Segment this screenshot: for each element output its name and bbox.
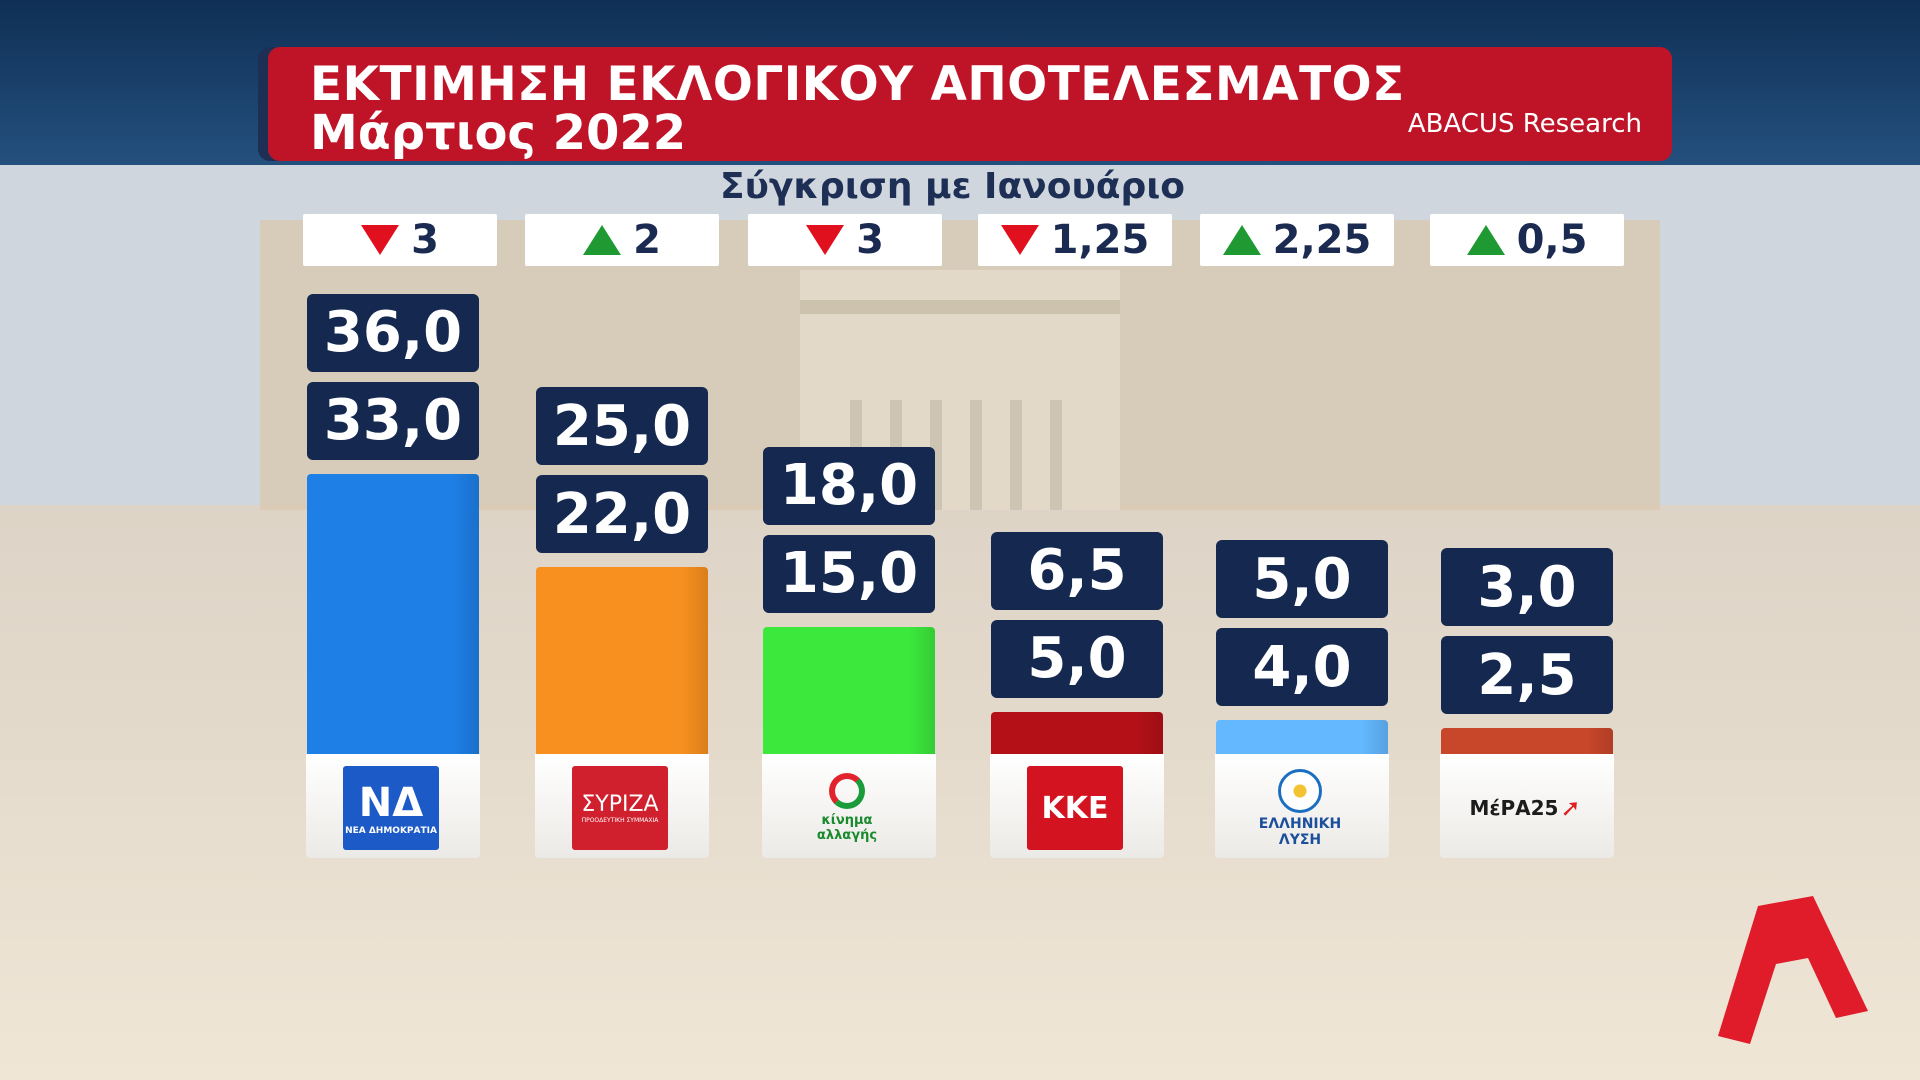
subtitle: Σύγκριση με Ιανουάριο <box>720 166 1186 207</box>
change-value: 2 <box>633 217 661 263</box>
value-label-current: 33,0 <box>307 381 479 460</box>
bar-2 <box>763 626 935 754</box>
elliniki-lysi-logo: ΕΛΛΗΝΙΚΗ ΛΥΣΗ <box>1252 766 1348 850</box>
bar-3 <box>991 711 1163 754</box>
arrow-down-icon <box>1000 225 1039 255</box>
value-label-current: 5,0 <box>991 619 1163 698</box>
party-base: ΚΚΕ <box>990 754 1164 858</box>
title-line1: ΕΚΤΙΜΗΣΗ ΕΚΛΟΓΙΚΟΥ ΑΠΟΤΕΛΕΣΜΑΤΟΣ <box>310 57 1405 112</box>
party-base: ΕΛΛΗΝΙΚΗ ΛΥΣΗ <box>1215 754 1389 858</box>
change-badge: 1,25 <box>978 214 1172 266</box>
change-value: 0,5 <box>1516 217 1588 263</box>
arrow-down-icon <box>806 225 845 255</box>
compass-icon <box>1278 768 1322 813</box>
logo-text: ΣΥΡΙΖΑ <box>581 792 659 817</box>
change-badge: 2 <box>525 214 719 266</box>
logo-subtext: ΝΕΑ ΔΗΜΟΚΡΑΤΙΑ <box>345 826 437 836</box>
value-label-current: 15,0 <box>763 534 935 613</box>
change-value: 2,25 <box>1272 217 1372 263</box>
value-label-previous: 5,0 <box>1216 540 1388 618</box>
party-base: ΣΥΡΙΖΑ ΠΡΟΟΔΕΥΤΙΚΗ ΣΥΜΜΑΧΙΑ <box>535 754 709 858</box>
arrow-up-icon <box>583 225 622 255</box>
title-line2: Μάρτιος 2022 <box>310 105 687 161</box>
arrow-up-icon <box>1222 225 1261 255</box>
swoosh-icon: ➚ <box>1560 794 1581 822</box>
kke-logo: ΚΚΕ <box>1027 766 1123 850</box>
title-banner: ΕΚΤΙΜΗΣΗ ΕΚΛΟΓΙΚΟΥ ΑΠΟΤΕΛΕΣΜΑΤΟΣ Μάρτιος… <box>268 47 1672 161</box>
arrow-up-icon <box>1466 225 1505 255</box>
bar-0 <box>307 473 479 754</box>
kinal-logo: κίνημα αλλαγής <box>799 766 895 850</box>
change-badge: 2,25 <box>1200 214 1394 266</box>
source-label: ABACUS Research <box>1407 109 1642 139</box>
arrow-down-icon <box>361 225 400 255</box>
logo-subtext: ΠΡΟΟΔΕΥΤΙΚΗ ΣΥΜΜΑΧΙΑ <box>581 817 659 824</box>
logo-text: ΕΛΛΗΝΙΚΗ ΛΥΣΗ <box>1258 815 1342 848</box>
value-label-previous: 6,5 <box>991 531 1163 610</box>
bar-4 <box>1216 720 1388 754</box>
value-label-previous: 36,0 <box>307 293 479 372</box>
logo-text: ΚΚΕ <box>1041 790 1109 826</box>
logo-text: ΜέΡΑ25 <box>1469 796 1559 820</box>
change-value: 3 <box>411 217 439 263</box>
value-label-previous: 3,0 <box>1441 548 1613 626</box>
bar-1 <box>536 567 708 754</box>
value-label-current: 22,0 <box>536 475 708 553</box>
change-badge: 0,5 <box>1430 214 1624 266</box>
logo-text: κίνημα αλλαγής <box>816 813 878 843</box>
kinal-ring-icon <box>829 773 865 809</box>
alpha-tv-logo <box>1718 896 1868 1044</box>
value-label-current: 2,5 <box>1441 636 1613 714</box>
mera25-logo: ΜέΡΑ25 ➚ <box>1469 766 1580 850</box>
party-base: κίνημα αλλαγής <box>762 754 936 858</box>
change-badge: 3 <box>748 214 942 266</box>
value-label-previous: 25,0 <box>536 387 708 465</box>
party-base: ΝΔ ΝΕΑ ΔΗΜΟΚΡΑΤΙΑ <box>306 754 480 858</box>
bar-5 <box>1441 728 1613 754</box>
party-base: ΜέΡΑ25 ➚ <box>1440 754 1614 858</box>
syriza-logo: ΣΥΡΙΖΑ ΠΡΟΟΔΕΥΤΙΚΗ ΣΥΜΜΑΧΙΑ <box>572 766 668 850</box>
change-badge: 3 <box>303 214 497 266</box>
value-label-current: 4,0 <box>1216 628 1388 706</box>
nd-logo: ΝΔ ΝΕΑ ΔΗΜΟΚΡΑΤΙΑ <box>343 766 439 850</box>
logo-text: ΝΔ <box>358 780 424 826</box>
value-label-previous: 18,0 <box>763 446 935 525</box>
change-value: 1,25 <box>1050 217 1150 263</box>
change-value: 3 <box>856 217 884 263</box>
